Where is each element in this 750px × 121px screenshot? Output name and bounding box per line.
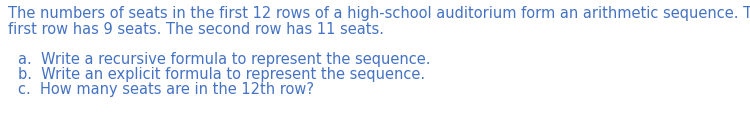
Text: The numbers of seats in the first 12 rows of a high-school auditorium form an ar: The numbers of seats in the first 12 row… <box>8 6 750 21</box>
Text: first row has 9 seats. The second row has 11 seats.: first row has 9 seats. The second row ha… <box>8 22 384 37</box>
Text: b.  Write an explicit formula to represent the sequence.: b. Write an explicit formula to represen… <box>18 67 425 82</box>
Text: a.  Write a recursive formula to represent the sequence.: a. Write a recursive formula to represen… <box>18 52 430 67</box>
Text: c.  How many seats are in the 12th row?: c. How many seats are in the 12th row? <box>18 82 314 97</box>
